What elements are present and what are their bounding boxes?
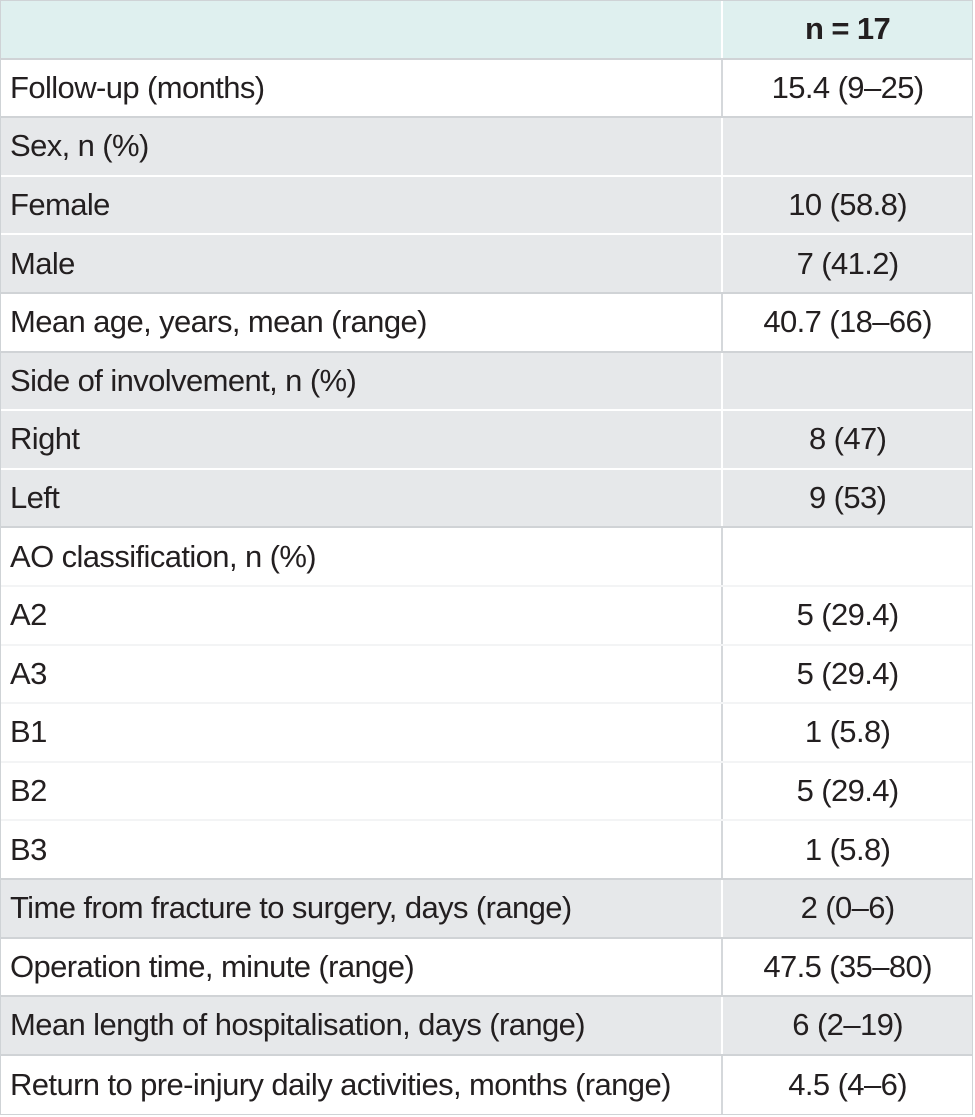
row-label: Right: [1, 411, 724, 468]
table-row: B3 1 (5.8): [1, 821, 972, 880]
row-label: B1: [1, 704, 724, 761]
row-label: Side of involvement, n (%): [1, 352, 724, 410]
row-value: 9 (53): [808, 480, 887, 516]
table-row: Follow-up (months) 15.4 (9–25): [1, 59, 972, 119]
row-label: Operation time, minute (range): [1, 938, 724, 996]
table-row: A2 5 (29.4): [1, 586, 972, 646]
table-row: Right 8 (47): [1, 411, 972, 470]
row-value: 5 (29.4): [796, 597, 900, 633]
row-value: 8 (47): [808, 421, 887, 457]
row-label: Return to pre-injury daily activities, m…: [1, 1055, 724, 1115]
row-value: 2 (0–6): [800, 890, 896, 926]
table-row: Time from fracture to surgery, days (ran…: [1, 879, 972, 939]
row-label: B2: [1, 762, 724, 820]
row-label: Time from fracture to surgery, days (ran…: [1, 879, 724, 937]
row-label: Follow-up (months): [1, 59, 724, 117]
row-label: Sex, n (%): [1, 118, 724, 175]
row-label: Left: [1, 469, 724, 527]
row-value: 15.4 (9–25): [771, 69, 925, 105]
row-label: A3: [1, 645, 724, 703]
row-label: Mean age, years, mean (range): [1, 293, 724, 351]
table-row: B2 5 (29.4): [1, 762, 972, 822]
table-row: Male 7 (41.2): [1, 235, 972, 294]
row-label: Male: [1, 235, 724, 292]
row-value: 10 (58.8): [788, 187, 907, 223]
row-value: 4.5 (4–6): [788, 1066, 907, 1102]
row-label: AO classification, n (%): [1, 528, 724, 585]
table-row: Side of involvement, n (%): [1, 352, 972, 412]
table-row: Mean age, years, mean (range) 40.7 (18–6…: [1, 293, 972, 353]
row-value: 5 (29.4): [796, 773, 900, 809]
table-row: Mean length of hospitalisation, days (ra…: [1, 997, 972, 1056]
row-value: 6 (2–19): [792, 1007, 903, 1043]
row-label: Mean length of hospitalisation, days (ra…: [1, 997, 724, 1054]
table-row: B1 1 (5.8): [1, 704, 972, 763]
row-value: 47.5 (35–80): [763, 948, 932, 984]
table-row: A3 5 (29.4): [1, 645, 972, 705]
table-header-row: n = 17: [1, 1, 972, 60]
row-value: 1 (5.8): [804, 831, 891, 867]
row-label: Female: [1, 176, 724, 234]
row-value: [723, 118, 972, 175]
table-row: Operation time, minute (range) 47.5 (35–…: [1, 938, 972, 998]
row-value: 5 (29.4): [796, 655, 900, 691]
row-value: [723, 528, 972, 585]
row-value: 1 (5.8): [804, 714, 891, 750]
header-value-cell: n = 17: [805, 11, 891, 47]
row-value: 40.7 (18–66): [763, 304, 932, 340]
row-label: B3: [1, 821, 724, 878]
table-row: Female 10 (58.8): [1, 176, 972, 236]
row-value: 7 (41.2): [796, 245, 900, 281]
row-label: A2: [1, 586, 724, 644]
row-value: [723, 353, 972, 410]
table-row: Return to pre-injury daily activities, m…: [1, 1055, 972, 1115]
table-row: Left 9 (53): [1, 469, 972, 529]
header-label-cell: [1, 1, 724, 58]
table-row: Sex, n (%): [1, 118, 972, 177]
table-row: AO classification, n (%): [1, 528, 972, 587]
